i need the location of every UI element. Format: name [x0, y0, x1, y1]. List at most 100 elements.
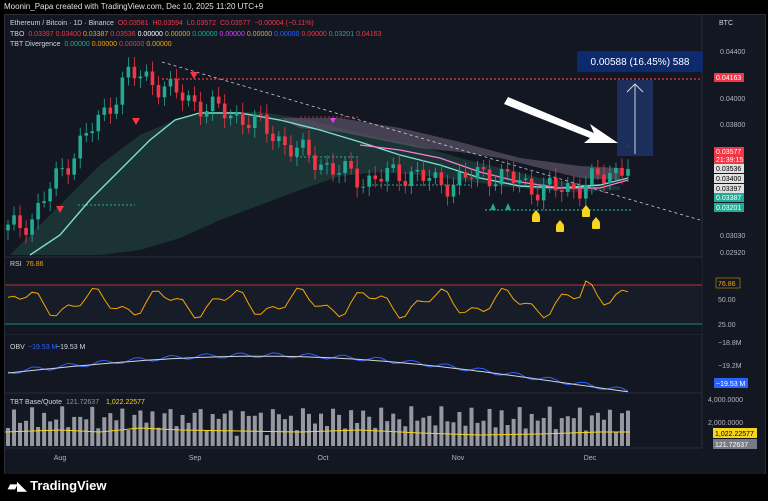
- base-quote-bar: [487, 408, 492, 446]
- candle-body: [493, 184, 498, 187]
- base-quote-label[interactable]: TBT Base/Quote: [10, 399, 62, 406]
- base-quote-bar: [577, 407, 582, 446]
- candle-body: [566, 183, 570, 192]
- legend-symbol[interactable]: Ethereum / Bitcoin · 1D · Binance: [10, 20, 114, 27]
- price-badge: [714, 193, 744, 202]
- candle-body: [168, 78, 173, 87]
- rsi-tick-50: 50.00: [718, 297, 736, 304]
- bq-tick-1: 4,000.0000: [708, 397, 743, 404]
- legend-tbo-value: 0.00000: [219, 31, 245, 38]
- rsi-label[interactable]: RSI: [10, 261, 22, 268]
- base-quote-bar: [505, 425, 510, 446]
- rsi-tick-25: 25.00: [718, 322, 736, 329]
- candle-body: [246, 124, 251, 128]
- legend-low: L0.03572: [186, 20, 217, 27]
- base-quote-bar: [282, 419, 287, 446]
- base-quote-bar: [90, 406, 95, 446]
- rsi-badge: [715, 277, 741, 289]
- base-quote-bar: [517, 407, 522, 446]
- obv-label[interactable]: OBV: [10, 344, 25, 351]
- candle-body: [90, 131, 95, 134]
- rsi-badge-text: 76.86: [718, 281, 736, 288]
- base-quote-bar: [433, 425, 438, 446]
- price-badge-text: 0.03536: [716, 166, 741, 173]
- candle-body: [463, 172, 468, 178]
- base-quote-bar: [84, 419, 89, 446]
- base-quote-bar: [439, 406, 444, 446]
- candle-body: [439, 172, 444, 185]
- base-quote-bar: [132, 414, 137, 446]
- candle-body: [457, 172, 462, 185]
- base-quote-bar: [24, 420, 29, 446]
- base-quote-bar: [469, 407, 474, 446]
- candle-body: [427, 178, 432, 181]
- base-quote-bar: [198, 409, 203, 446]
- candle-body: [54, 168, 58, 189]
- base-quote-bar: [120, 408, 125, 446]
- candle-body: [174, 78, 179, 93]
- base-quote-bar: [553, 429, 558, 446]
- legend-tbo-value: 0.03536: [110, 31, 136, 38]
- candle-body: [120, 77, 125, 105]
- price-chart[interactable]: × 0.00588 (16.45%) 588 0.044000.040000.0…: [0, 0, 768, 474]
- candle-body: [608, 173, 612, 184]
- candle-body: [180, 92, 185, 101]
- legend-div-value: 0.00000: [64, 41, 90, 48]
- price-tick: 0.03030: [720, 233, 745, 240]
- base-quote-bar: [583, 430, 588, 446]
- time-tick: Aug: [54, 455, 67, 462]
- base-quote-bar: [523, 428, 528, 446]
- base-quote-bar: [168, 409, 173, 446]
- base-quote-bar: [595, 412, 600, 446]
- base-quote-bar: [96, 428, 101, 446]
- candle-body: [409, 171, 414, 187]
- candle-body: [445, 184, 450, 197]
- candle-body: [415, 169, 420, 172]
- legend-change: −0.00004 (−0.11%): [254, 20, 314, 27]
- candle-body: [451, 184, 456, 197]
- candle-body: [373, 175, 377, 179]
- legend-div-name[interactable]: TBT Divergence: [10, 41, 61, 48]
- candle-body: [553, 177, 558, 191]
- candle-body: [42, 201, 46, 203]
- base-quote-ma: [4, 427, 630, 436]
- price-badge: [714, 203, 744, 212]
- candle-body: [596, 168, 600, 175]
- base-quote-bar: [547, 406, 552, 446]
- candle-body: [620, 167, 624, 176]
- legend-tbo-name[interactable]: TBO: [10, 31, 25, 38]
- tv-logo-icon: ▰◣: [8, 479, 27, 493]
- legend-tbo-value: 0.04163: [356, 31, 382, 38]
- tradingview-logo[interactable]: ▰◣ TradingView: [8, 478, 106, 493]
- candle-body: [578, 188, 582, 199]
- base-quote-bar: [54, 419, 59, 446]
- arrow-annotation[interactable]: [504, 97, 618, 143]
- base-quote-bar: [319, 413, 324, 446]
- base-quote-bar: [126, 430, 131, 446]
- base-quote-bar: [66, 427, 71, 446]
- base-quote-bar: [306, 413, 311, 446]
- candle-body: [12, 215, 16, 225]
- obv-tick-2: −19.2M: [718, 363, 742, 370]
- candle-body: [523, 178, 528, 180]
- base-quote-bar: [403, 426, 408, 446]
- candle-body: [517, 179, 522, 184]
- base-quote-bar: [397, 419, 402, 446]
- candle-body: [391, 164, 396, 168]
- obv-badge-text: −19.53 M: [716, 381, 746, 388]
- measure-arrowhead: [626, 83, 644, 93]
- base-quote-bar: [228, 410, 233, 446]
- base-quote-bar: [589, 415, 594, 446]
- candle-body: [349, 161, 353, 169]
- candle-body: [259, 114, 263, 116]
- candle-body: [240, 112, 245, 125]
- base-quote-bar: [613, 432, 618, 446]
- base-quote-bar: [541, 417, 546, 446]
- rsi-value: 76.86: [26, 261, 44, 268]
- base-quote-bar: [288, 415, 293, 446]
- price-tick: 0.04400: [720, 49, 745, 56]
- candle-body: [192, 95, 197, 102]
- base-quote-bar: [385, 421, 390, 446]
- candle-body: [150, 71, 155, 86]
- candle-body: [234, 112, 239, 116]
